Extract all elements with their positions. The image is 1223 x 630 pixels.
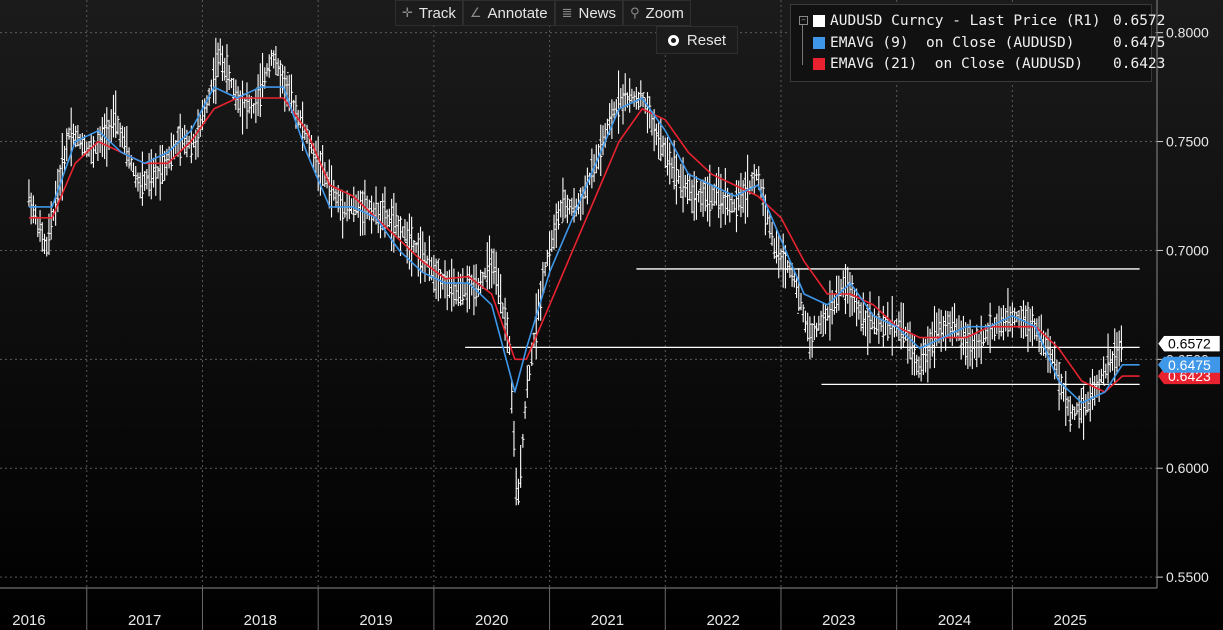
magnifier-icon: ⚲ [630,5,640,20]
last-value-tag [1158,356,1220,373]
crosshair-icon: ✛ [402,5,413,20]
legend-swatch [813,37,825,49]
x-tick-label: 2023 [822,612,855,629]
last-value-label: 0.6475 [1168,357,1211,373]
x-tick-label: 2020 [475,612,508,629]
legend-tree-line [802,25,809,65]
x-tick-label: 2016 [12,612,45,629]
pencil-icon: ∠ [469,5,482,20]
x-tick-label: 2025 [1054,612,1087,629]
x-tick-label: 2019 [359,612,392,629]
legend-value: 0.6423 [1113,56,1166,72]
y-tick-label: 0.7500 [1166,134,1209,150]
annotate-button[interactable]: ∠ Annotate [462,0,555,26]
series-layer [27,37,1140,506]
news-icon: ≣ [561,5,573,20]
x-tick-label: 2021 [591,612,624,629]
reset-button[interactable]: Reset [656,26,738,54]
radio-icon [667,34,679,46]
legend-item-ema21[interactable]: EMAVG (21) on Close (AUDUSD) 0.6423 [813,56,1165,72]
legend-label: AUDUSD Curncy - Last Price (R1) [830,13,1101,29]
track-label: Track [418,4,456,22]
x-tick-label: 2017 [128,612,161,629]
zoom-button[interactable]: ⚲ Zoom [623,0,691,26]
legend-label: EMAVG (21) on Close (AUDUSD) [830,56,1084,72]
last-value-label: 0.6572 [1168,336,1211,352]
x-tick-label: 2018 [244,612,277,629]
track-button[interactable]: ✛ Track [395,0,463,26]
chart-toolbar: ✛ Track ∠ Annotate ≣ News ⚲ Zoom [395,0,691,26]
y-tick-label: 0.7000 [1166,242,1209,258]
news-label: News [578,4,616,22]
news-button[interactable]: ≣ News [554,0,623,26]
chart-legend: − AUDUSD Curncy - Last Price (R1) 0.6572… [790,4,1165,82]
legend-swatch [813,15,825,27]
y-tick-label: 0.5500 [1166,569,1209,585]
reset-label: Reset [686,31,727,49]
y-tick-label: 0.8000 [1166,25,1209,41]
annotate-label: Annotate [487,4,548,22]
last-value-tag [1157,335,1221,352]
legend-value: 0.6475 [1113,35,1166,51]
annotation-lines [465,268,1140,386]
x-tick-label: 2024 [938,612,971,629]
legend-swatch [813,58,825,70]
chart-grid [0,0,1157,588]
legend-item-ema9[interactable]: EMAVG (9) on Close (AUDUSD) 0.6475 [813,35,1165,51]
zoom-label: Zoom [645,4,684,22]
legend-item-price[interactable]: AUDUSD Curncy - Last Price (R1) 0.6572 [813,13,1165,29]
x-tick-label: 2022 [706,612,739,629]
ema9-line [28,86,1140,404]
legend-value: 0.6572 [1113,13,1166,29]
legend-label: EMAVG (9) on Close (AUDUSD) [830,35,1075,51]
y-tick-label: 0.6000 [1166,460,1209,476]
collapse-icon[interactable]: − [799,16,808,25]
ema21-line [28,97,1140,393]
